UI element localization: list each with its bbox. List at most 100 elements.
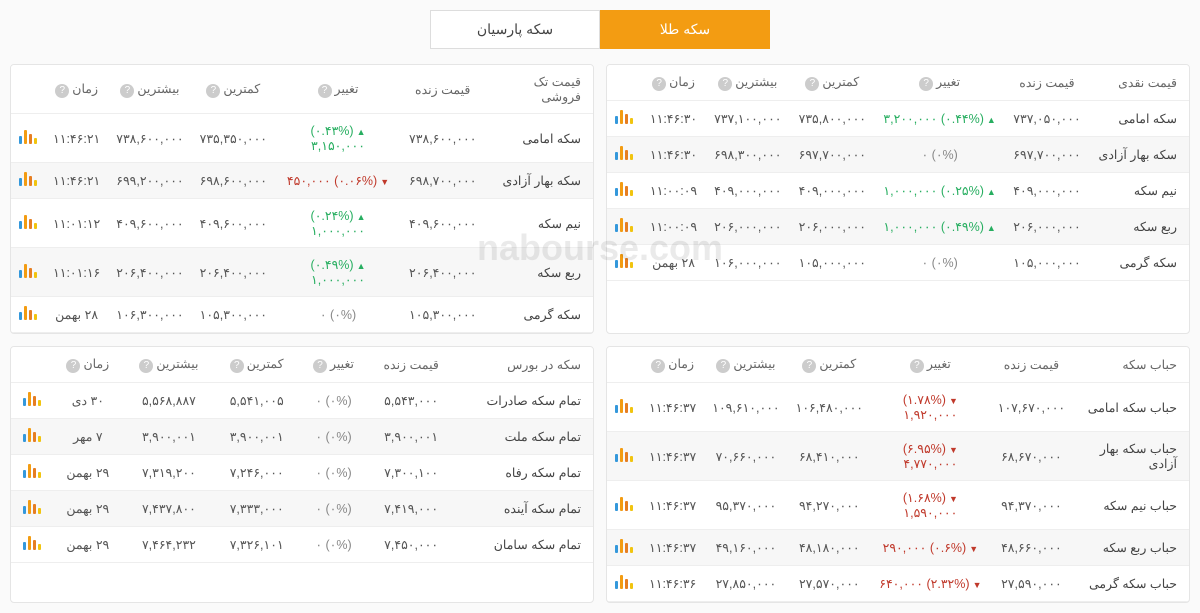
help-icon[interactable]: ?	[652, 77, 666, 91]
chart-icon[interactable]	[615, 182, 633, 196]
time-cell: ۱۱:۴۶:۳۷	[641, 383, 704, 432]
live-price: ۷,۴۱۹,۰۰۰	[368, 491, 454, 527]
time-cell: ۱۱:۴۶:۳۷	[641, 481, 704, 530]
col-header: تغییر?	[871, 347, 990, 383]
time-cell: ۱۱:۰۱:۱۶	[45, 248, 108, 297]
time-cell: ۱۱:۴۶:۲۱	[45, 114, 108, 163]
chart-icon[interactable]	[615, 218, 633, 232]
table-row[interactable]: حباب ربع سکه۴۸,۶۶۰,۰۰۰(۰.۶%) ۲۹۰,۰۰۰۴۸,۱…	[607, 530, 1189, 566]
high-cell: ۴۰۹,۰۰۰,۰۰۰	[706, 173, 791, 209]
live-price: ۷۳۸,۶۰۰,۰۰۰	[401, 114, 484, 163]
low-cell: ۶۸,۴۱۰,۰۰۰	[788, 432, 871, 481]
high-cell: ۷۳۸,۶۰۰,۰۰۰	[108, 114, 191, 163]
table-row[interactable]: سکه گرمی۱۰۵,۳۰۰,۰۰۰(۰%) ۰۱۰۵,۳۰۰,۰۰۰۱۰۶,…	[11, 297, 593, 333]
live-price: ۷,۴۵۰,۰۰۰	[368, 527, 454, 563]
chart-icon[interactable]	[615, 539, 633, 553]
change-cell: (۲.۳۲%) ۶۴۰,۰۰۰	[871, 566, 990, 602]
chart-icon[interactable]	[19, 215, 37, 229]
help-icon[interactable]: ?	[230, 359, 244, 373]
col-header: بیشترین?	[704, 347, 787, 383]
row-name: حباب ربع سکه	[1073, 530, 1189, 566]
chart-cell	[11, 114, 45, 163]
chart-cell	[607, 101, 641, 137]
chart-cell	[11, 419, 52, 455]
help-icon[interactable]: ?	[139, 359, 153, 373]
table-row[interactable]: ربع سکه۲۰۶,۴۰۰,۰۰۰(۰.۴۹%) ۱,۰۰۰,۰۰۰۲۰۶,۴…	[11, 248, 593, 297]
chart-icon[interactable]	[615, 575, 633, 589]
help-icon[interactable]: ?	[802, 359, 816, 373]
change-cell: (۶.۹۵%) ۴,۷۷۰,۰۰۰	[871, 432, 990, 481]
live-price: ۹۴,۳۷۰,۰۰۰	[990, 481, 1073, 530]
col-header	[11, 347, 52, 383]
bubble-table: حباب سکهقیمت زندهتغییر?کمترین?بیشترین?زم…	[607, 347, 1189, 602]
live-price: ۶۹۸,۷۰۰,۰۰۰	[401, 163, 484, 199]
low-cell: ۱۰۶,۴۸۰,۰۰۰	[788, 383, 871, 432]
chart-icon[interactable]	[19, 264, 37, 278]
low-cell: ۳,۹۰۰,۰۰۱	[214, 419, 299, 455]
chart-icon[interactable]	[615, 448, 633, 462]
live-price: ۵,۵۴۳,۰۰۰	[368, 383, 454, 419]
table-row[interactable]: ربع سکه۲۰۶,۰۰۰,۰۰۰(۰.۴۹%) ۱,۰۰۰,۰۰۰۲۰۶,۰…	[607, 209, 1189, 245]
table-row[interactable]: حباب سکه گرمی۲۷,۵۹۰,۰۰۰(۲.۳۲%) ۶۴۰,۰۰۰۲۷…	[607, 566, 1189, 602]
chart-icon[interactable]	[19, 306, 37, 320]
help-icon[interactable]: ?	[318, 84, 332, 98]
help-icon[interactable]: ?	[206, 84, 220, 98]
chart-icon[interactable]	[615, 497, 633, 511]
help-icon[interactable]: ?	[910, 359, 924, 373]
low-cell: ۲۷,۵۷۰,۰۰۰	[788, 566, 871, 602]
bourse-table: سکه در بورسقیمت زندهتغییر?کمترین?بیشترین…	[11, 347, 593, 563]
table-row[interactable]: حباب سکه امامی۱۰۷,۶۷۰,۰۰۰(۱.۷۸%) ۱,۹۲۰,۰…	[607, 383, 1189, 432]
table-row[interactable]: تمام سکه ملت۳,۹۰۰,۰۰۱(۰%) ۰۳,۹۰۰,۰۰۱۳,۹۰…	[11, 419, 593, 455]
chart-cell	[11, 199, 45, 248]
help-icon[interactable]: ?	[716, 359, 730, 373]
table-row[interactable]: حباب نیم سکه۹۴,۳۷۰,۰۰۰(۱.۶۸%) ۱,۵۹۰,۰۰۰۹…	[607, 481, 1189, 530]
table-row[interactable]: سکه بهار آزادی۶۹۸,۷۰۰,۰۰۰(۰.۰۶%) ۴۵۰,۰۰۰…	[11, 163, 593, 199]
table-row[interactable]: حباب سکه بهار آزادی۶۸,۶۷۰,۰۰۰(۶.۹۵%) ۴,۷…	[607, 432, 1189, 481]
live-price: ۷۳۷,۰۵۰,۰۰۰	[1005, 101, 1090, 137]
change-cell: (۰%) ۰	[299, 491, 368, 527]
chart-icon[interactable]	[615, 110, 633, 124]
chart-icon[interactable]	[23, 464, 41, 478]
row-name: سکه گرمی	[484, 297, 593, 333]
chart-cell	[607, 173, 641, 209]
live-price: ۲۰۶,۰۰۰,۰۰۰	[1005, 209, 1090, 245]
live-price: ۱۰۵,۳۰۰,۰۰۰	[401, 297, 484, 333]
chart-icon[interactable]	[19, 172, 37, 186]
tab-parsian-coin[interactable]: سکه پارسیان	[430, 10, 600, 49]
table-row[interactable]: نیم سکه۴۰۹,۰۰۰,۰۰۰(۰.۲۵%) ۱,۰۰۰,۰۰۰۴۰۹,۰…	[607, 173, 1189, 209]
chart-cell	[607, 245, 641, 281]
chart-cell	[11, 455, 52, 491]
help-icon[interactable]: ?	[651, 359, 665, 373]
chart-icon[interactable]	[615, 399, 633, 413]
help-icon[interactable]: ?	[718, 77, 732, 91]
help-icon[interactable]: ?	[919, 77, 933, 91]
chart-icon[interactable]	[615, 146, 633, 160]
chart-cell	[11, 383, 52, 419]
chart-icon[interactable]	[19, 130, 37, 144]
chart-icon[interactable]	[23, 500, 41, 514]
table-row[interactable]: سکه امامی۷۳۷,۰۵۰,۰۰۰(۰.۴۴%) ۳,۲۰۰,۰۰۰۷۳۵…	[607, 101, 1189, 137]
help-icon[interactable]: ?	[66, 359, 80, 373]
help-icon[interactable]: ?	[313, 359, 327, 373]
change-cell: (۰.۲۴%) ۱,۰۰۰,۰۰۰	[275, 199, 401, 248]
table-row[interactable]: سکه امامی۷۳۸,۶۰۰,۰۰۰(۰.۴۳%) ۳,۱۵۰,۰۰۰۷۳۵…	[11, 114, 593, 163]
chart-icon[interactable]	[23, 392, 41, 406]
chart-icon[interactable]	[23, 428, 41, 442]
chart-icon[interactable]	[23, 536, 41, 550]
table-row[interactable]: تمام سکه آینده۷,۴۱۹,۰۰۰(۰%) ۰۷,۳۳۳,۰۰۰۷,…	[11, 491, 593, 527]
live-price: ۲۰۶,۴۰۰,۰۰۰	[401, 248, 484, 297]
help-icon[interactable]: ?	[120, 84, 134, 98]
table-row[interactable]: نیم سکه۴۰۹,۶۰۰,۰۰۰(۰.۲۴%) ۱,۰۰۰,۰۰۰۴۰۹,۶…	[11, 199, 593, 248]
table-row[interactable]: سکه بهار آزادی۶۹۷,۷۰۰,۰۰۰(۰%) ۰۶۹۷,۷۰۰,۰…	[607, 137, 1189, 173]
chart-icon[interactable]	[615, 254, 633, 268]
help-icon[interactable]: ?	[55, 84, 69, 98]
table-row[interactable]: تمام سکه سامان۷,۴۵۰,۰۰۰(۰%) ۰۷,۳۲۶,۱۰۱۷,…	[11, 527, 593, 563]
table-row[interactable]: تمام سکه صادرات۵,۵۴۳,۰۰۰(۰%) ۰۵,۵۴۱,۰۰۵۵…	[11, 383, 593, 419]
table-row[interactable]: تمام سکه رفاه۷,۳۰۰,۱۰۰(۰%) ۰۷,۲۴۶,۰۰۰۷,۳…	[11, 455, 593, 491]
table-row[interactable]: سکه گرمی۱۰۵,۰۰۰,۰۰۰(۰%) ۰۱۰۵,۰۰۰,۰۰۰۱۰۶,…	[607, 245, 1189, 281]
help-icon[interactable]: ?	[805, 77, 819, 91]
live-price: ۳,۹۰۰,۰۰۱	[368, 419, 454, 455]
low-cell: ۴۸,۱۸۰,۰۰۰	[788, 530, 871, 566]
tab-gold-coin[interactable]: سکه طلا	[600, 10, 770, 49]
high-cell: ۲۷,۸۵۰,۰۰۰	[704, 566, 787, 602]
